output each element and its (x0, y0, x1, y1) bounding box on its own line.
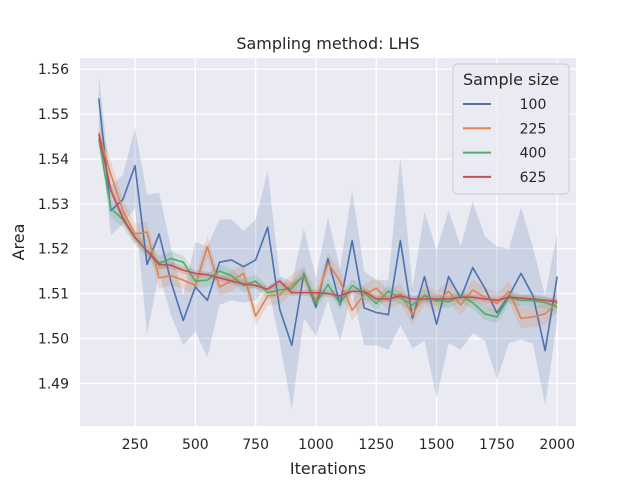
x-tick-label: 250 (122, 437, 149, 453)
legend[interactable]: Sample size 100 225 400 625 (452, 63, 570, 195)
legend-label-625: 625 (520, 170, 547, 186)
y-tick-label: 1.55 (38, 107, 69, 123)
legend-box (452, 63, 570, 195)
y-tick-label: 1.49 (38, 376, 69, 392)
x-tick-label: 750 (242, 437, 269, 453)
y-tick-labels: 1.49 1.50 1.51 1.52 1.53 1.54 1.55 1.56 (38, 62, 69, 392)
legend-items: 100 225 400 625 (463, 97, 546, 186)
x-tick-labels: 250 500 750 1000 1250 1500 1750 2000 (122, 437, 575, 453)
y-tick-label: 1.53 (38, 197, 69, 213)
legend-label-225: 225 (520, 121, 547, 137)
legend-label-100: 100 (520, 97, 547, 113)
x-tick-label: 1000 (298, 437, 334, 453)
chart-title: Sampling method: LHS (236, 34, 419, 53)
x-tick-label: 2000 (539, 437, 575, 453)
legend-label-400: 400 (520, 146, 547, 162)
y-tick-label: 1.50 (38, 331, 69, 347)
series-line-625 (98, 134, 558, 303)
y-tick-label: 1.52 (38, 242, 69, 258)
y-tick-label: 1.54 (38, 152, 69, 168)
series-lines (98, 98, 558, 352)
series-line-225 (98, 132, 558, 320)
x-tick-label: 1750 (479, 437, 515, 453)
x-tick-label: 1500 (419, 437, 455, 453)
x-tick-label: 500 (182, 437, 209, 453)
series-line-100 (98, 98, 558, 352)
series-line-400 (98, 138, 558, 318)
y-tick-label: 1.56 (38, 62, 69, 78)
legend-title: Sample size (463, 70, 559, 89)
confidence-band-100 (98, 74, 558, 409)
y-tick-label: 1.51 (38, 287, 69, 303)
x-tick-label: 1250 (358, 437, 394, 453)
x-axis-label: Iterations (290, 459, 366, 478)
y-axis-label: Area (9, 224, 28, 261)
